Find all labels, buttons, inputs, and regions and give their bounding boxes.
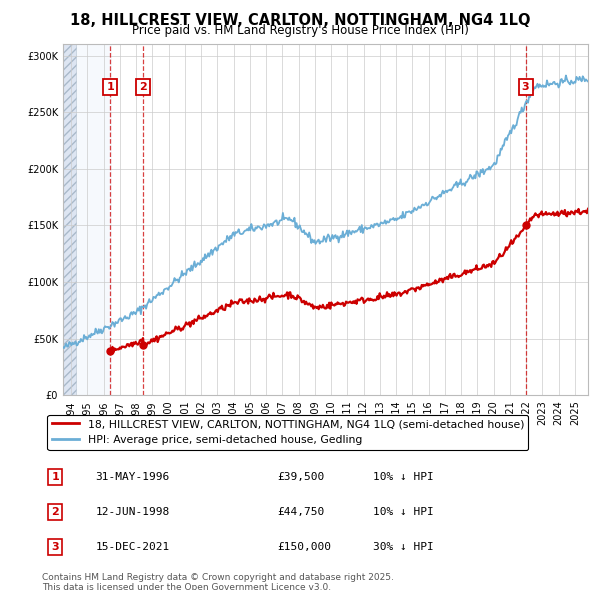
Text: 18, HILLCREST VIEW, CARLTON, NOTTINGHAM, NG4 1LQ: 18, HILLCREST VIEW, CARLTON, NOTTINGHAM,… — [70, 13, 530, 28]
Text: 10% ↓ HPI: 10% ↓ HPI — [373, 472, 434, 482]
Bar — [63, 44, 112, 395]
Text: 12-JUN-1998: 12-JUN-1998 — [95, 507, 170, 517]
Text: This data is licensed under the Open Government Licence v3.0.: This data is licensed under the Open Gov… — [42, 583, 331, 590]
Text: 1: 1 — [52, 472, 59, 482]
Text: £39,500: £39,500 — [277, 472, 324, 482]
Text: 3: 3 — [522, 82, 529, 92]
Text: 10% ↓ HPI: 10% ↓ HPI — [373, 507, 434, 517]
Text: Price paid vs. HM Land Registry's House Price Index (HPI): Price paid vs. HM Land Registry's House … — [131, 24, 469, 37]
Text: 31-MAY-1996: 31-MAY-1996 — [95, 472, 170, 482]
Bar — [63, 44, 76, 395]
Legend: 18, HILLCREST VIEW, CARLTON, NOTTINGHAM, NG4 1LQ (semi-detached house), HPI: Ave: 18, HILLCREST VIEW, CARLTON, NOTTINGHAM,… — [47, 415, 529, 450]
Bar — [63, 44, 76, 395]
Text: 3: 3 — [52, 542, 59, 552]
Text: Contains HM Land Registry data © Crown copyright and database right 2025.: Contains HM Land Registry data © Crown c… — [42, 573, 394, 582]
Text: 15-DEC-2021: 15-DEC-2021 — [95, 542, 170, 552]
Text: £150,000: £150,000 — [277, 542, 331, 552]
Text: 30% ↓ HPI: 30% ↓ HPI — [373, 542, 434, 552]
Text: £44,750: £44,750 — [277, 507, 324, 517]
Text: 2: 2 — [140, 82, 148, 92]
Text: 1: 1 — [107, 82, 115, 92]
Text: 2: 2 — [52, 507, 59, 517]
